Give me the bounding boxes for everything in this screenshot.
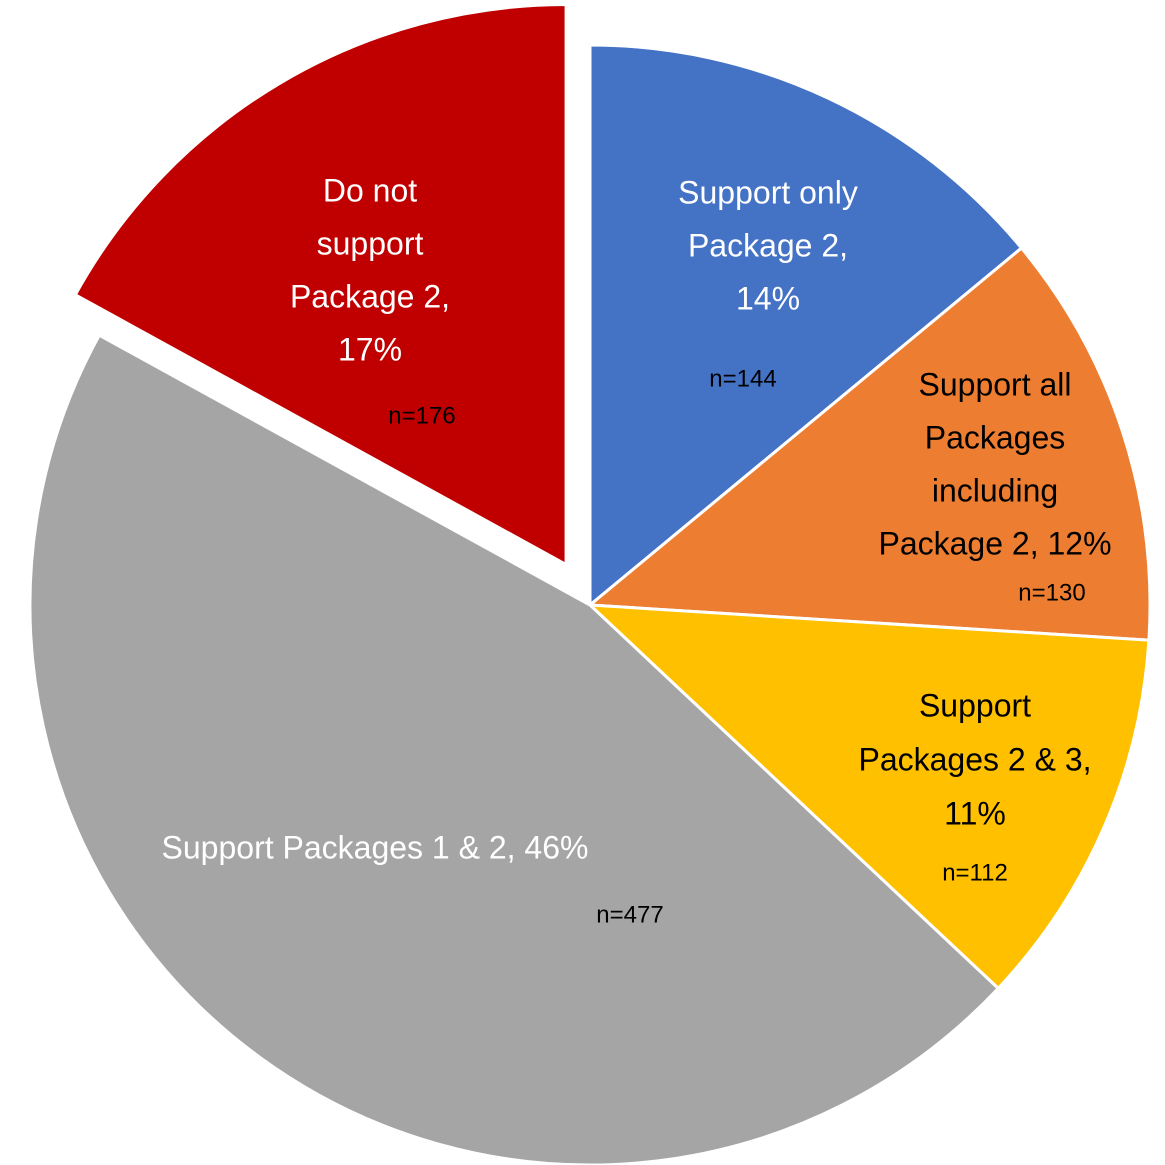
slice-label: Package 2,	[688, 227, 848, 263]
slice-label: Package 2,	[290, 278, 450, 314]
slice-label: 14%	[736, 280, 800, 316]
slice-label: 11%	[944, 795, 1006, 831]
pie-slice	[73, 3, 568, 568]
slice-label: Support only	[678, 174, 858, 210]
slice-annotation: n=112	[942, 859, 1008, 886]
slice-label: Support Packages 1 & 2, 46%	[162, 829, 589, 865]
slice-annotation: n=144	[709, 365, 776, 392]
slice-label: including	[932, 472, 1058, 508]
slice-label: Support all	[919, 366, 1072, 402]
pie-slice	[586, 245, 1152, 642]
slice-label: 17%	[338, 331, 402, 367]
slice-label: Package 2, 12%	[878, 525, 1111, 561]
slice-annotation: n=477	[596, 901, 663, 928]
slice-label: Packages 2 & 3,	[858, 741, 1091, 777]
slice-label: Packages	[925, 419, 1066, 455]
slice-label: Do not	[323, 172, 417, 208]
slice-annotation: n=176	[388, 402, 455, 429]
pie-slice	[588, 43, 1024, 609]
slice-label: Support	[919, 687, 1031, 723]
slice-label: support	[317, 225, 424, 261]
pie-slice	[585, 603, 1151, 991]
slice-annotation: n=130	[1018, 579, 1085, 606]
pie-slice	[28, 333, 1001, 1165]
